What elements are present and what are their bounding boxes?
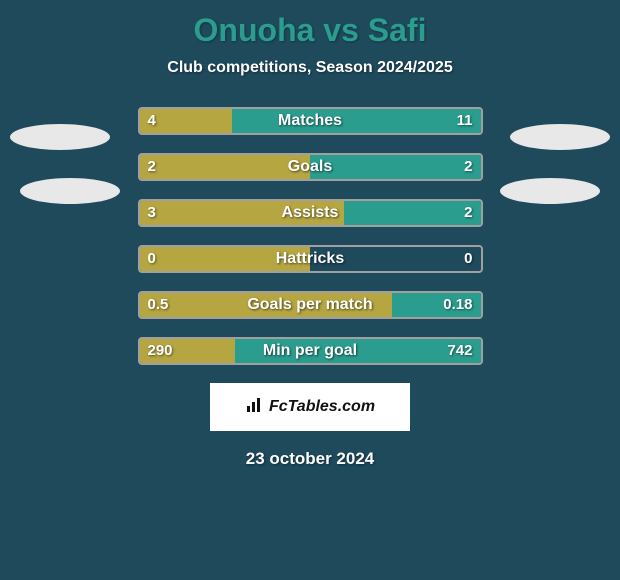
stat-label: Goals per match	[140, 293, 481, 317]
stat-row: 00Hattricks	[138, 245, 483, 273]
brand-badge: FcTables.com	[210, 383, 410, 431]
stat-label: Matches	[140, 109, 481, 133]
decorative-ellipse	[10, 124, 110, 150]
stat-row: 32Assists	[138, 199, 483, 227]
stat-row: 411Matches	[138, 107, 483, 135]
decorative-ellipse	[20, 178, 120, 204]
stat-row: 290742Min per goal	[138, 337, 483, 365]
page-title: Onuoha vs Safi	[0, 0, 620, 49]
stat-label: Min per goal	[140, 339, 481, 363]
date-text: 23 october 2024	[0, 449, 620, 469]
brand-text: FcTables.com	[269, 398, 375, 416]
subtitle: Club competitions, Season 2024/2025	[0, 59, 620, 77]
stat-label: Goals	[140, 155, 481, 179]
chart-icon	[245, 396, 263, 419]
stat-label: Hattricks	[140, 247, 481, 271]
stat-row: 0.50.18Goals per match	[138, 291, 483, 319]
decorative-ellipse	[500, 178, 600, 204]
decorative-ellipse	[510, 124, 610, 150]
stat-row: 22Goals	[138, 153, 483, 181]
stat-label: Assists	[140, 201, 481, 225]
